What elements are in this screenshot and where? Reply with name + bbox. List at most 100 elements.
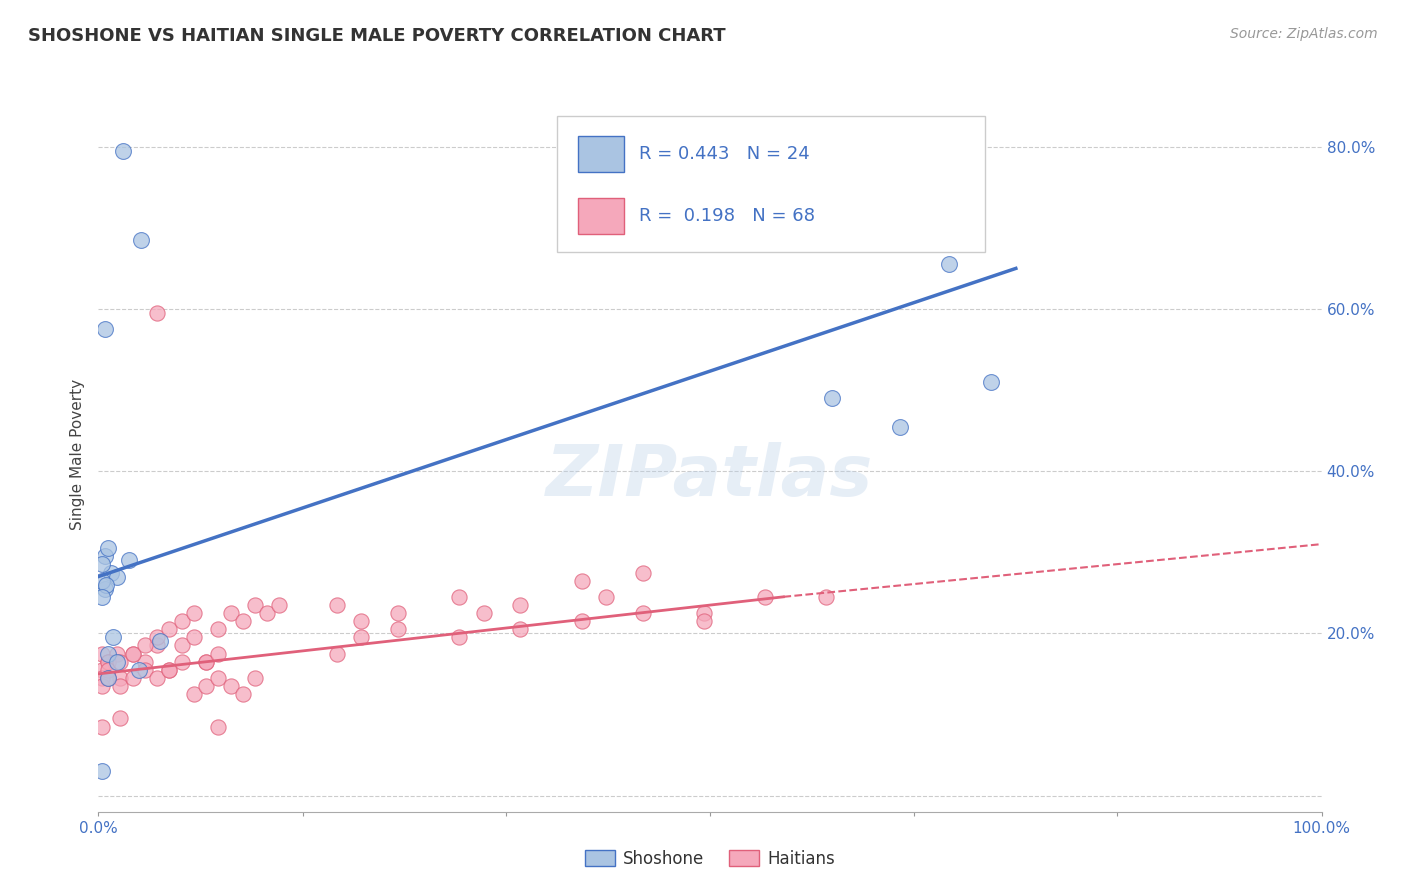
Point bbox=[97, 541, 120, 556]
Point bbox=[91, 574, 114, 588]
Point bbox=[105, 655, 128, 669]
Point bbox=[387, 606, 409, 620]
Point bbox=[889, 419, 911, 434]
Y-axis label: Single Male Poverty: Single Male Poverty bbox=[70, 379, 86, 531]
FancyBboxPatch shape bbox=[578, 136, 624, 171]
Point bbox=[94, 577, 117, 591]
Text: SHOSHONE VS HAITIAN SINGLE MALE POVERTY CORRELATION CHART: SHOSHONE VS HAITIAN SINGLE MALE POVERTY … bbox=[28, 27, 725, 45]
Point bbox=[100, 566, 122, 580]
Point bbox=[269, 598, 291, 612]
Point bbox=[93, 549, 115, 564]
FancyBboxPatch shape bbox=[557, 116, 986, 252]
Point bbox=[449, 631, 471, 645]
Point bbox=[631, 566, 654, 580]
Point bbox=[93, 582, 115, 596]
FancyBboxPatch shape bbox=[578, 198, 624, 234]
Point bbox=[350, 631, 373, 645]
Point bbox=[97, 663, 120, 677]
Point bbox=[97, 655, 120, 669]
Point bbox=[97, 671, 120, 685]
Point bbox=[146, 306, 169, 320]
Point bbox=[326, 598, 349, 612]
Point bbox=[146, 671, 169, 685]
Point bbox=[105, 569, 128, 583]
Text: ZIPatlas: ZIPatlas bbox=[547, 442, 873, 511]
Point bbox=[101, 631, 124, 645]
Point bbox=[183, 606, 205, 620]
Point bbox=[157, 663, 180, 677]
Point bbox=[110, 655, 132, 669]
Point bbox=[207, 720, 229, 734]
Point bbox=[938, 257, 960, 271]
Point bbox=[509, 598, 531, 612]
Point bbox=[509, 622, 531, 636]
Point bbox=[121, 671, 143, 685]
Point bbox=[387, 622, 409, 636]
Point bbox=[146, 639, 169, 653]
Point bbox=[195, 679, 218, 693]
Point bbox=[326, 647, 349, 661]
Point bbox=[146, 631, 169, 645]
Point bbox=[472, 606, 495, 620]
Point bbox=[170, 614, 193, 628]
Point bbox=[821, 391, 844, 405]
Point bbox=[110, 671, 132, 685]
Point bbox=[170, 655, 193, 669]
Legend: Shoshone, Haitians: Shoshone, Haitians bbox=[578, 844, 842, 875]
Point bbox=[815, 590, 838, 604]
Point bbox=[105, 647, 128, 661]
Point bbox=[183, 631, 205, 645]
Point bbox=[129, 233, 152, 247]
Point bbox=[693, 606, 716, 620]
Point bbox=[631, 606, 654, 620]
Point bbox=[118, 553, 141, 567]
Point bbox=[110, 711, 132, 725]
Point bbox=[91, 764, 114, 779]
Point bbox=[134, 639, 156, 653]
Point bbox=[91, 720, 114, 734]
Point bbox=[91, 663, 114, 677]
Point bbox=[91, 671, 114, 685]
Point bbox=[350, 614, 373, 628]
Point bbox=[754, 590, 776, 604]
Point bbox=[97, 647, 120, 661]
Point bbox=[110, 679, 132, 693]
Point bbox=[243, 598, 266, 612]
Point bbox=[183, 687, 205, 701]
Point bbox=[195, 655, 218, 669]
Point bbox=[111, 144, 134, 158]
Point bbox=[91, 558, 114, 572]
Point bbox=[243, 671, 266, 685]
Point bbox=[149, 634, 172, 648]
Point bbox=[232, 614, 254, 628]
Point bbox=[449, 590, 471, 604]
Point bbox=[134, 663, 156, 677]
Point bbox=[157, 622, 180, 636]
Text: R = 0.443   N = 24: R = 0.443 N = 24 bbox=[640, 145, 810, 162]
Point bbox=[121, 647, 143, 661]
Point bbox=[97, 671, 120, 685]
Point bbox=[219, 679, 242, 693]
Point bbox=[91, 679, 114, 693]
Point bbox=[207, 622, 229, 636]
Point bbox=[571, 614, 593, 628]
Point bbox=[93, 322, 115, 336]
Point bbox=[207, 671, 229, 685]
Point bbox=[256, 606, 278, 620]
Point bbox=[693, 614, 716, 628]
Point bbox=[97, 655, 120, 669]
Point bbox=[219, 606, 242, 620]
Point bbox=[170, 639, 193, 653]
Point bbox=[91, 590, 114, 604]
Point bbox=[134, 655, 156, 669]
Point bbox=[128, 663, 150, 677]
Point bbox=[232, 687, 254, 701]
Text: Source: ZipAtlas.com: Source: ZipAtlas.com bbox=[1230, 27, 1378, 41]
Point bbox=[980, 375, 1002, 389]
Point bbox=[121, 647, 143, 661]
Point bbox=[595, 590, 617, 604]
Point bbox=[91, 647, 114, 661]
Point bbox=[195, 655, 218, 669]
Point bbox=[207, 647, 229, 661]
Text: R =  0.198   N = 68: R = 0.198 N = 68 bbox=[640, 207, 815, 225]
